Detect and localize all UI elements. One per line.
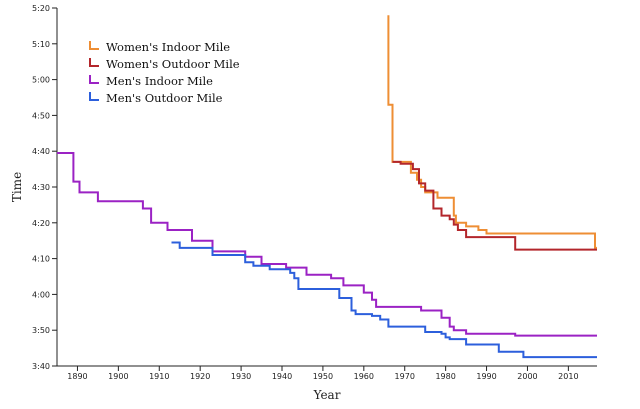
x-tick-label: 1970 xyxy=(395,372,415,381)
y-tick-label: 4:30 xyxy=(32,183,50,192)
x-tick-label: 2000 xyxy=(517,372,537,381)
x-tick-label: 1980 xyxy=(435,372,455,381)
y-tick-label: 3:50 xyxy=(32,326,50,335)
x-axis-title: Year xyxy=(313,388,341,402)
x-tick-label: 1940 xyxy=(272,372,292,381)
series-line-2 xyxy=(57,152,597,337)
y-tick-label: 4:50 xyxy=(32,111,50,120)
legend-swatch-3 xyxy=(89,92,99,101)
y-tick-label: 3:40 xyxy=(32,362,50,371)
x-tick-label: 1950 xyxy=(313,372,333,381)
y-tick-label: 4:40 xyxy=(32,147,50,156)
x-tick-label: 1900 xyxy=(108,372,128,381)
legend-label-1: Women's Outdoor Mile xyxy=(106,57,240,71)
axes-layer: 1890 1900 1910 1920 1930 1940 1950 1960 1970 1980… xyxy=(32,4,597,381)
x-tick-label: 1930 xyxy=(231,372,251,381)
y-tick-label: 4:10 xyxy=(32,255,50,264)
x-tick-label: 1920 xyxy=(190,372,210,381)
legend-swatch-2 xyxy=(89,75,99,84)
y-tick-label: 5:10 xyxy=(32,40,50,49)
x-tick-label: 1910 xyxy=(149,372,169,381)
legend-swatch-1 xyxy=(89,58,99,67)
x-tick-label: 1960 xyxy=(354,372,374,381)
x-tick-label: 1990 xyxy=(476,372,496,381)
legend: Women's Indoor Mile Women's Outdoor Mile M… xyxy=(89,40,240,105)
legend-swatch-0 xyxy=(89,41,99,50)
series-line-1 xyxy=(392,160,597,251)
series-line-3 xyxy=(171,241,597,359)
legend-label-0: Women's Indoor Mile xyxy=(106,40,230,54)
y-axis-title: Time xyxy=(10,172,24,202)
y-tick-label: 4:00 xyxy=(32,290,50,299)
y-tick-label: 5:20 xyxy=(32,4,50,13)
y-tick-label: 4:20 xyxy=(32,219,50,228)
y-tick-label: 5:00 xyxy=(32,76,50,85)
series-layer xyxy=(57,15,597,359)
x-tick-label: 2010 xyxy=(558,372,578,381)
x-tick-label: 1890 xyxy=(67,372,87,381)
legend-label-3: Men's Outdoor Mile xyxy=(106,91,223,105)
series-line-0 xyxy=(387,15,597,249)
legend-label-2: Men's Indoor Mile xyxy=(106,74,213,88)
